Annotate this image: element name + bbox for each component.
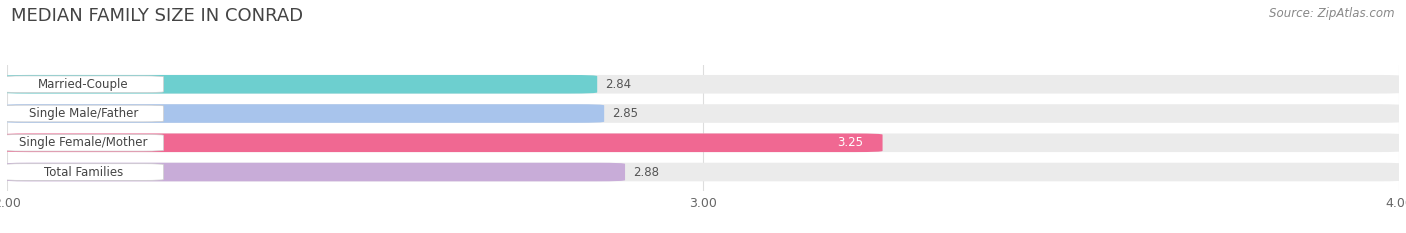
FancyBboxPatch shape	[1, 104, 605, 123]
Text: Single Female/Mother: Single Female/Mother	[20, 136, 148, 149]
Text: 2.88: 2.88	[633, 165, 659, 178]
FancyBboxPatch shape	[1, 134, 883, 152]
FancyBboxPatch shape	[4, 164, 163, 180]
FancyBboxPatch shape	[1, 134, 1405, 152]
FancyBboxPatch shape	[1, 104, 1405, 123]
Text: 2.84: 2.84	[606, 78, 631, 91]
FancyBboxPatch shape	[4, 134, 163, 151]
FancyBboxPatch shape	[4, 76, 163, 93]
Text: Single Male/Father: Single Male/Father	[30, 107, 138, 120]
Text: MEDIAN FAMILY SIZE IN CONRAD: MEDIAN FAMILY SIZE IN CONRAD	[11, 7, 304, 25]
FancyBboxPatch shape	[1, 75, 598, 94]
FancyBboxPatch shape	[1, 75, 1405, 94]
Text: 2.85: 2.85	[613, 107, 638, 120]
Text: 3.25: 3.25	[837, 136, 863, 149]
Text: Married-Couple: Married-Couple	[38, 78, 129, 91]
Text: Source: ZipAtlas.com: Source: ZipAtlas.com	[1270, 7, 1395, 20]
Text: Total Families: Total Families	[44, 165, 124, 178]
FancyBboxPatch shape	[4, 105, 163, 122]
FancyBboxPatch shape	[1, 163, 1405, 181]
FancyBboxPatch shape	[1, 163, 626, 181]
